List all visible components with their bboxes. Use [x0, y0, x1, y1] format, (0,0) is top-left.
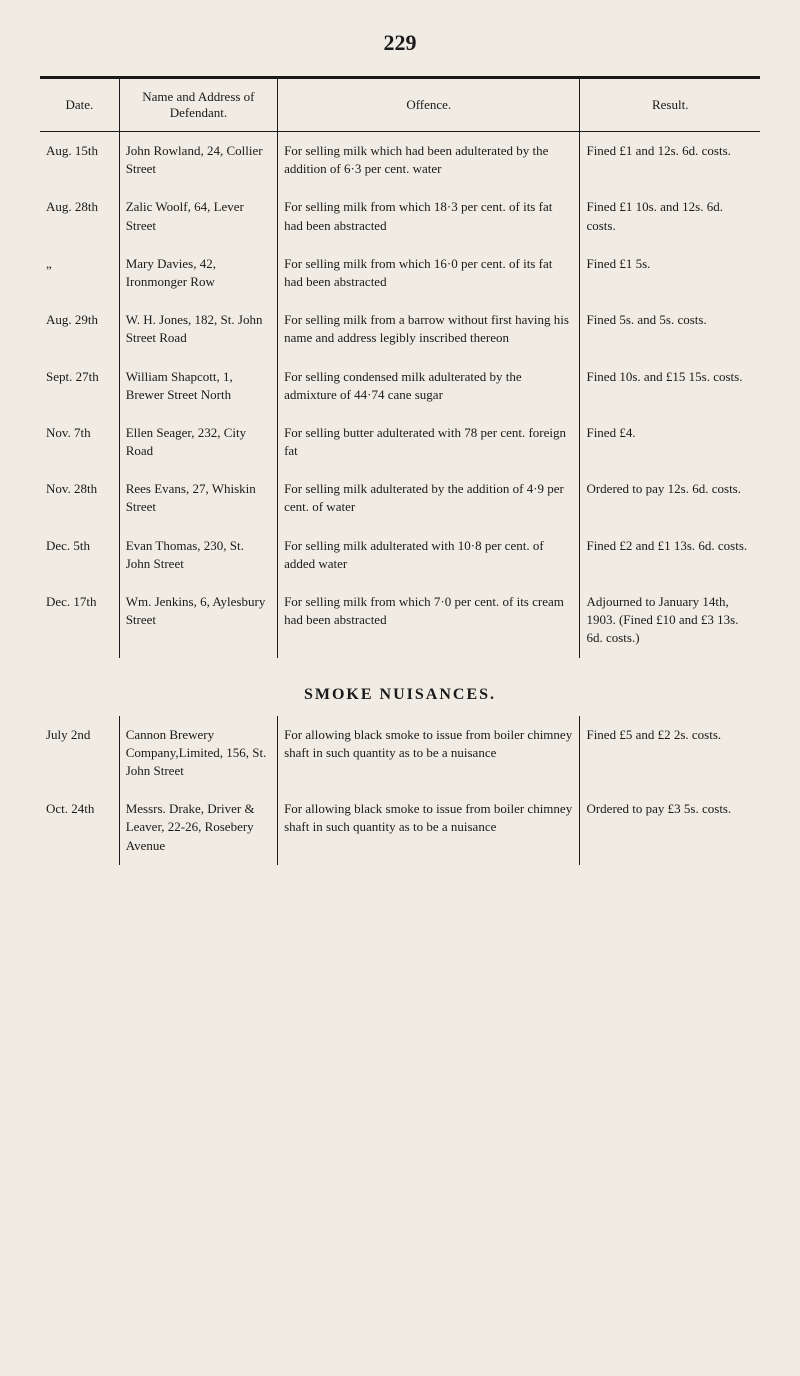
table-row: Dec. 5thEvan Thomas, 230, St. John Stree…	[40, 527, 760, 583]
cell-result: Fined £4.	[580, 414, 760, 470]
cell-name: Messrs. Drake, Driver & Leaver, 22-26, R…	[119, 790, 277, 865]
cell-date: Dec. 17th	[40, 583, 119, 658]
cell-date: „	[40, 245, 119, 301]
cell-date: Sept. 27th	[40, 358, 119, 414]
cell-result: Fined £2 and £1 13s. 6d. costs.	[580, 527, 760, 583]
cell-date: Oct. 24th	[40, 790, 119, 865]
cell-result: Fined £5 and £2 2s. costs.	[580, 716, 760, 791]
table-row: Aug. 15thJohn Rowland, 24, Collier Stree…	[40, 132, 760, 189]
cell-name: Evan Thomas, 230, St. John Street	[119, 527, 277, 583]
cell-result: Ordered to pay £3 5s. costs.	[580, 790, 760, 865]
cell-date: Nov. 28th	[40, 470, 119, 526]
cell-name: Rees Evans, 27, Whiskin Street	[119, 470, 277, 526]
cell-result: Adjourned to January 14th, 1903. (Fined …	[580, 583, 760, 658]
table-row: Sept. 27thWilliam Shapcott, 1, Brewer St…	[40, 358, 760, 414]
cell-date: Aug. 15th	[40, 132, 119, 189]
cell-offence: For selling milk which had been adultera…	[278, 132, 580, 189]
cell-result: Fined £1 5s.	[580, 245, 760, 301]
table-row: Oct. 24thMessrs. Drake, Driver & Leaver,…	[40, 790, 760, 865]
cell-date: Dec. 5th	[40, 527, 119, 583]
cell-name: Cannon Brewery Company,Limited, 156, St.…	[119, 716, 277, 791]
cell-result: Ordered to pay 12s. 6d. costs.	[580, 470, 760, 526]
table-row: Aug. 28thZalic Woolf, 64, Lever StreetFo…	[40, 188, 760, 244]
cell-date: Aug. 28th	[40, 188, 119, 244]
cell-name: Mary Davies, 42, Ironmonger Row	[119, 245, 277, 301]
col-header-date: Date.	[40, 79, 119, 132]
cell-date: July 2nd	[40, 716, 119, 791]
table-row: Aug. 29thW. H. Jones, 182, St. John Stre…	[40, 301, 760, 357]
table-row: July 2ndCannon Brewery Company,Limited, …	[40, 716, 760, 791]
cell-name: Zalic Woolf, 64, Lever Street	[119, 188, 277, 244]
records-table-smoke: July 2ndCannon Brewery Company,Limited, …	[40, 716, 760, 865]
section-title: SMOKE NUISANCES.	[40, 686, 760, 704]
col-header-name: Name and Address of Defendant.	[119, 79, 277, 132]
table-header-row: Date. Name and Address of Defendant. Off…	[40, 79, 760, 132]
col-header-offence: Offence.	[278, 79, 580, 132]
cell-name: John Rowland, 24, Collier Street	[119, 132, 277, 189]
cell-offence: For allowing black smoke to issue from b…	[278, 716, 580, 791]
cell-offence: For selling milk from a barrow without f…	[278, 301, 580, 357]
cell-name: William Shapcott, 1, Brewer Street North	[119, 358, 277, 414]
cell-offence: For selling milk from which 7·0 per cent…	[278, 583, 580, 658]
cell-result: Fined 10s. and £15 15s. costs.	[580, 358, 760, 414]
table-row: Nov. 28thRees Evans, 27, Whiskin StreetF…	[40, 470, 760, 526]
cell-name: W. H. Jones, 182, St. John Street Road	[119, 301, 277, 357]
cell-date: Nov. 7th	[40, 414, 119, 470]
document-page: 229 Date. Name and Address of Defendant.…	[0, 0, 800, 895]
table-row: Dec. 17thWm. Jenkins, 6, Aylesbury Stree…	[40, 583, 760, 658]
cell-result: Fined £1 and 12s. 6d. costs.	[580, 132, 760, 189]
cell-name: Ellen Seager, 232, City Road	[119, 414, 277, 470]
cell-offence: For selling milk adulterated by the addi…	[278, 470, 580, 526]
table-row: „Mary Davies, 42, Ironmonger RowFor sell…	[40, 245, 760, 301]
cell-offence: For selling milk from which 18·3 per cen…	[278, 188, 580, 244]
records-table-main: Date. Name and Address of Defendant. Off…	[40, 79, 760, 658]
cell-date: Aug. 29th	[40, 301, 119, 357]
page-number: 229	[40, 30, 760, 56]
col-header-result: Result.	[580, 79, 760, 132]
cell-offence: For selling milk adulterated with 10·8 p…	[278, 527, 580, 583]
cell-result: Fined £1 10s. and 12s. 6d. costs.	[580, 188, 760, 244]
table-row: Nov. 7thEllen Seager, 232, City RoadFor …	[40, 414, 760, 470]
cell-offence: For selling condensed milk adulterated b…	[278, 358, 580, 414]
cell-result: Fined 5s. and 5s. costs.	[580, 301, 760, 357]
cell-offence: For allowing black smoke to issue from b…	[278, 790, 580, 865]
cell-offence: For selling butter adulterated with 78 p…	[278, 414, 580, 470]
cell-name: Wm. Jenkins, 6, Aylesbury Street	[119, 583, 277, 658]
cell-offence: For selling milk from which 16·0 per cen…	[278, 245, 580, 301]
